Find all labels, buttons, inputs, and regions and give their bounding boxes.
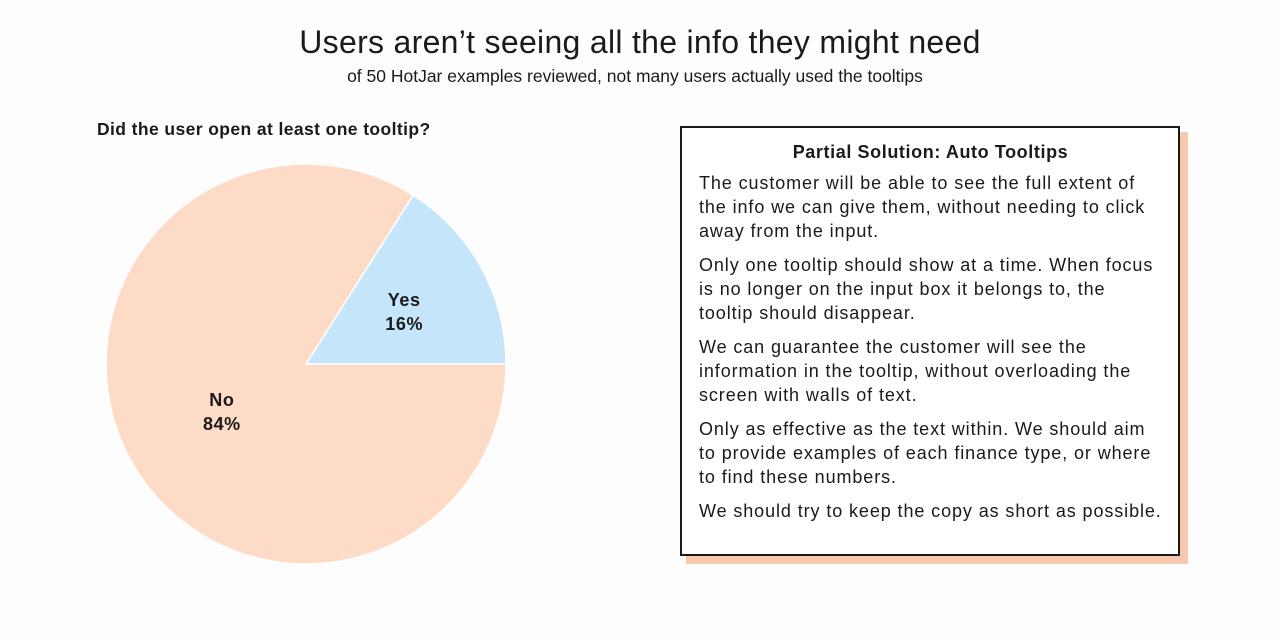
page-subtitle: of 50 HotJar examples reviewed, not many…: [347, 66, 923, 86]
chart-title: Did the user open at least one tooltip?: [97, 119, 431, 139]
pie-chart: Yes 16% No 84%: [105, 163, 507, 565]
pie-value-yes: 16%: [385, 314, 423, 334]
card-paragraph-5: We should try to keep the copy as short …: [699, 501, 1162, 521]
pie-value-no: 84%: [203, 414, 241, 434]
card-title: Partial Solution: Auto Tooltips: [792, 142, 1069, 162]
pie-slice-yes: [304, 194, 507, 365]
pie-label-yes: Yes: [388, 290, 421, 310]
pie-label-no: No: [209, 390, 234, 410]
page-title: Users aren’t seeing all the info they mi…: [299, 24, 981, 60]
card-paragraph-2: Only one tooltip should show at a time. …: [699, 255, 1154, 323]
pie-slice-no: [105, 163, 507, 565]
solution-card: Partial Solution: Auto Tooltips The cust…: [680, 126, 1180, 556]
card-paragraph-3: We can guarantee the customer will see t…: [699, 337, 1132, 405]
card-paragraph-4: Only as effective as the text within. We…: [699, 419, 1152, 487]
card-paragraph-1: The customer will be able to see the ful…: [699, 173, 1146, 241]
